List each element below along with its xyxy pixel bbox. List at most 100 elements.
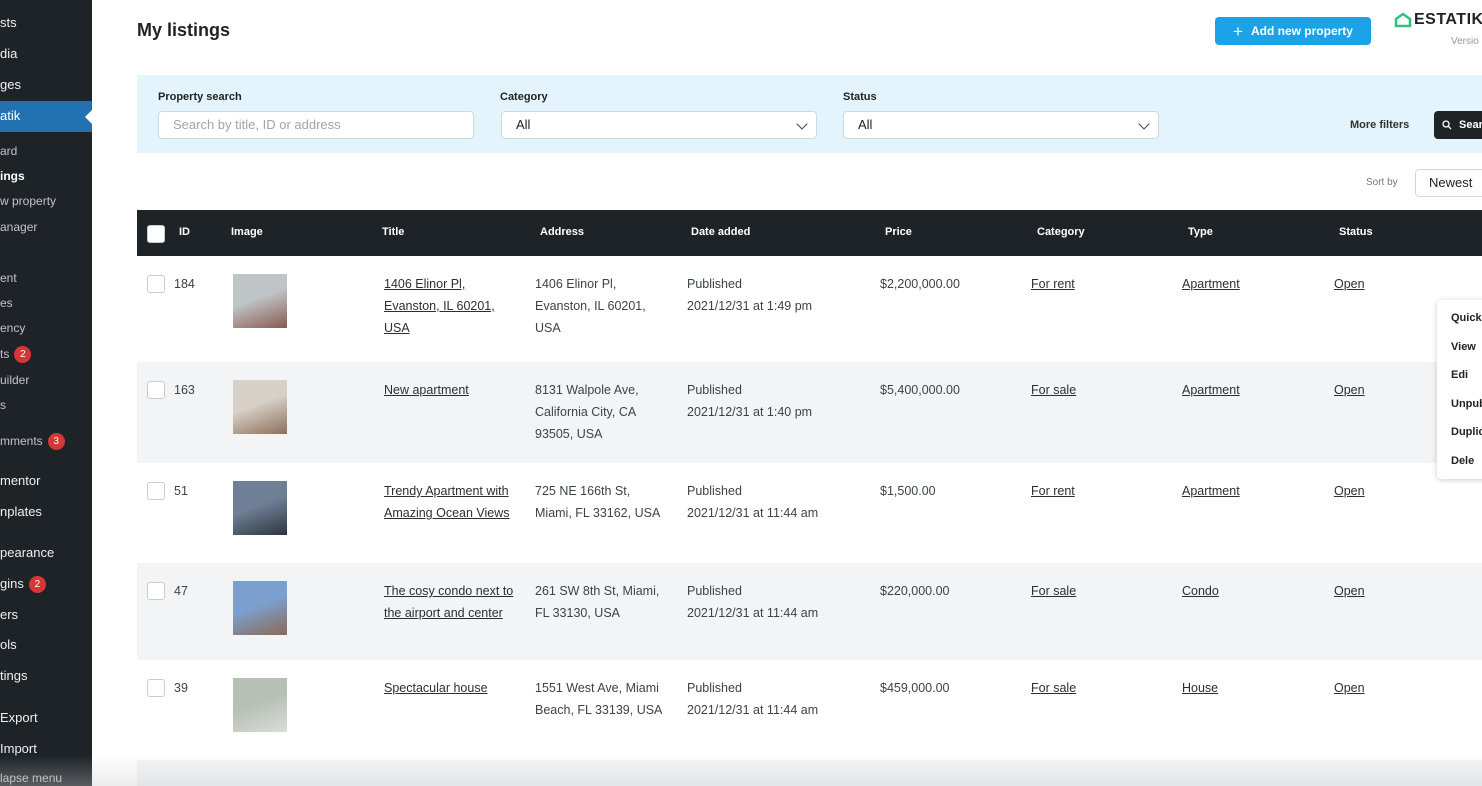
fade bbox=[0, 755, 1482, 786]
search-button-label: Sear bbox=[1459, 119, 1482, 131]
select-all-checkbox[interactable] bbox=[147, 225, 165, 243]
type[interactable]: Condo bbox=[1182, 584, 1219, 598]
menu-item[interactable]: sts bbox=[0, 13, 17, 33]
context-item[interactable]: Dele bbox=[1451, 455, 1475, 467]
type[interactable]: Apartment bbox=[1182, 484, 1240, 498]
menu-label: ols bbox=[0, 637, 17, 652]
row-checkbox[interactable] bbox=[147, 381, 165, 399]
menu-item[interactable]: ges bbox=[0, 75, 21, 95]
category-label: Category bbox=[500, 91, 548, 103]
context-item[interactable]: Quick bbox=[1451, 312, 1482, 324]
menu-item[interactable]: lapse menu bbox=[0, 768, 62, 786]
menu-item[interactable]: uilder bbox=[0, 370, 29, 390]
search-button[interactable]: Sear bbox=[1434, 111, 1482, 139]
type[interactable]: House bbox=[1182, 681, 1219, 695]
menu-item[interactable]: w property bbox=[0, 191, 56, 211]
type[interactable]: Apartment bbox=[1182, 383, 1240, 397]
menu-item[interactable]: ard bbox=[0, 141, 17, 161]
menu-item[interactable]: s bbox=[0, 395, 6, 415]
status[interactable]: Open bbox=[1334, 681, 1365, 695]
status-label: Status bbox=[843, 91, 877, 103]
menu-item[interactable]: dia bbox=[0, 44, 17, 64]
menu-item[interactable]: anager bbox=[0, 217, 37, 237]
add-button[interactable]: + Add new property bbox=[1215, 17, 1371, 45]
menu-item[interactable]: gins 2 bbox=[0, 574, 46, 594]
more-filters[interactable]: More filters bbox=[1350, 119, 1410, 131]
table-row[interactable]: 163 New apartment 8131 Walpole Ave, Califo… bbox=[137, 362, 1482, 463]
type[interactable]: Apartment bbox=[1182, 277, 1240, 291]
publish-state: Published bbox=[687, 681, 742, 695]
menu-label: ings bbox=[0, 169, 25, 183]
category[interactable]: For sale bbox=[1031, 584, 1077, 598]
menu-item[interactable]: ency bbox=[0, 318, 25, 338]
category[interactable]: For sale bbox=[1031, 383, 1077, 397]
menu-label: sts bbox=[0, 15, 17, 30]
search-handle bbox=[1447, 125, 1452, 130]
title[interactable]: The cosy condo next to the airport and c… bbox=[384, 584, 514, 620]
price: $2,200,000.00 bbox=[880, 277, 960, 291]
menu-label: ency bbox=[0, 321, 26, 335]
menu-item[interactable]: ings bbox=[0, 166, 25, 186]
menu-item[interactable]: ols bbox=[0, 635, 17, 655]
status[interactable]: Open bbox=[1334, 383, 1365, 397]
menu-label: es bbox=[0, 296, 13, 310]
page-title: My listings bbox=[137, 20, 231, 40]
sort-select[interactable]: Newest bbox=[1415, 169, 1482, 197]
sort-value: Newest bbox=[1429, 175, 1473, 190]
status[interactable]: Open bbox=[1334, 484, 1365, 498]
row-checkbox[interactable] bbox=[147, 482, 165, 500]
menu-label: gins bbox=[0, 576, 24, 591]
address: 1406 Elinor Pl, Evanston, IL 60201, USA bbox=[535, 277, 646, 335]
menu-item[interactable]: tings bbox=[0, 666, 27, 686]
title[interactable]: 1406 Elinor Pl, Evanston, IL 60201, USA bbox=[384, 277, 495, 335]
menu-label: atik bbox=[0, 108, 21, 123]
thumbnail bbox=[233, 581, 287, 635]
category[interactable]: For sale bbox=[1031, 681, 1077, 695]
menu-badge: 2 bbox=[14, 346, 32, 363]
version: Versio bbox=[1451, 36, 1479, 47]
menu-badge: 2 bbox=[28, 576, 46, 593]
menu-item[interactable]: ers bbox=[0, 605, 18, 625]
context-item[interactable]: Edi bbox=[1451, 369, 1469, 382]
table-row[interactable]: 51 Trendy Apartment with Amazing Ocean Vi… bbox=[137, 463, 1482, 563]
menu-item[interactable]: mments 3 bbox=[0, 431, 65, 451]
status-select[interactable]: All bbox=[843, 111, 1159, 139]
menu-item[interactable]: nplates bbox=[0, 502, 42, 522]
context-item[interactable]: View bbox=[1451, 340, 1476, 353]
row-checkbox[interactable] bbox=[147, 679, 165, 697]
thumbnail bbox=[233, 274, 287, 328]
thumbnail bbox=[233, 481, 287, 535]
category-select[interactable]: All bbox=[501, 111, 817, 139]
context-item[interactable]: Unpub bbox=[1451, 397, 1482, 410]
menu-item[interactable]: mentor bbox=[0, 471, 40, 491]
table-row[interactable]: 39 Spectacular house 1551 West Ave, Miami … bbox=[137, 660, 1482, 760]
menu-item[interactable]: Import bbox=[0, 739, 37, 759]
thumbnail bbox=[233, 380, 287, 434]
title[interactable]: Trendy Apartment with Amazing Ocean View… bbox=[384, 484, 510, 520]
menu-item[interactable]: ts 2 bbox=[0, 344, 32, 364]
menu-item[interactable]: Export bbox=[0, 708, 38, 728]
table-row[interactable]: 47 The cosy condo next to the airport and… bbox=[137, 563, 1482, 660]
plus-icon: + bbox=[1233, 22, 1243, 41]
category[interactable]: For rent bbox=[1031, 277, 1075, 291]
logo-house bbox=[1394, 12, 1412, 28]
menu-item[interactable]: atik bbox=[0, 106, 20, 126]
context-item[interactable]: Duplic bbox=[1451, 426, 1482, 439]
date: 2021/12/31 at 1:49 pm bbox=[687, 299, 813, 313]
date: 2021/12/31 at 1:40 pm bbox=[687, 405, 813, 419]
chevron bbox=[796, 118, 808, 130]
table-row[interactable]: 184 1406 Elinor Pl, Evanston, IL 60201, U… bbox=[137, 256, 1482, 362]
menu-item[interactable]: ent bbox=[0, 268, 17, 288]
menu-item[interactable]: pearance bbox=[0, 543, 54, 563]
title[interactable]: New apartment bbox=[384, 383, 469, 397]
menu-item[interactable]: es bbox=[0, 293, 13, 313]
category[interactable]: For rent bbox=[1031, 484, 1075, 498]
title[interactable]: Spectacular house bbox=[384, 681, 488, 695]
status[interactable]: Open bbox=[1334, 277, 1365, 291]
search-input[interactable]: Search by title, ID or address bbox=[158, 111, 474, 139]
status[interactable]: Open bbox=[1334, 584, 1365, 598]
id: 39 bbox=[174, 681, 188, 695]
row-checkbox[interactable] bbox=[147, 275, 165, 293]
row-checkbox[interactable] bbox=[147, 582, 165, 600]
logo-icon bbox=[1394, 12, 1412, 28]
